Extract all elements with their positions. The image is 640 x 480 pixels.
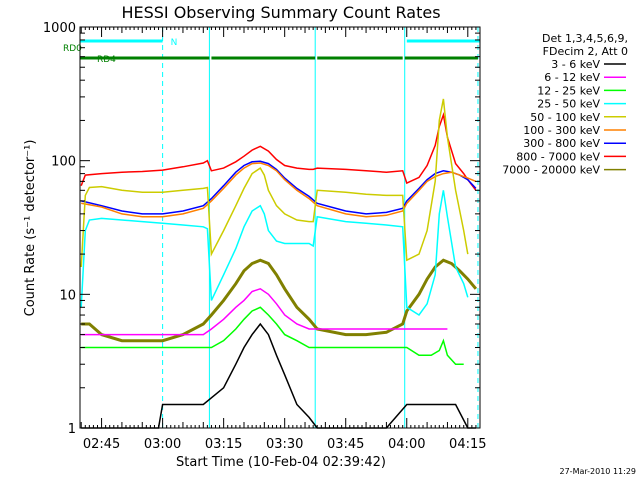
plot-area: RD0 N RD4	[63, 27, 480, 429]
x-tick-label: 02:45	[83, 437, 120, 452]
series-line-1	[81, 322, 476, 429]
annotation-label-rd0: RD0	[63, 44, 82, 54]
legend-label-4: 25 - 50 keV	[537, 98, 600, 111]
y-axis-label: Count Rate (s⁻¹ detector⁻¹)	[23, 140, 38, 317]
series-line-8	[80, 111, 477, 191]
y-tick-label: 10	[59, 288, 76, 303]
series-line-6	[81, 162, 477, 218]
legend-label-3: 12 - 25 keV	[537, 84, 600, 97]
y-tick-label: 1000	[43, 21, 76, 36]
x-axis: 02:45 03:00 03:15 03:30 03:45 04:00 04:15	[80, 27, 487, 452]
annotation-label-n: N	[171, 38, 178, 48]
x-tick-label: 04:00	[388, 437, 425, 452]
legend-header-line-2: FDecim 2, Att 0	[543, 45, 628, 58]
x-axis-label: Start Time (10-Feb-04 02:39:42)	[176, 455, 386, 470]
y-axis: 1 10 100 1000	[43, 21, 480, 437]
x-tick-label: 03:30	[266, 437, 303, 452]
legend-label-9: 7000 - 20000 keV	[502, 164, 600, 177]
y-tick-label: 1	[68, 422, 76, 437]
legend-label-5: 50 - 100 keV	[530, 111, 600, 124]
legend-label-6: 100 - 300 keV	[523, 124, 600, 137]
timestamp: 27-Mar-2010 11:29	[560, 467, 637, 476]
series-line-7	[81, 160, 477, 215]
plot-frame	[79, 26, 481, 429]
legend-label-7: 300 - 800 keV	[523, 137, 600, 150]
legend-label-2: 6 - 12 keV	[544, 71, 600, 84]
series-line-5	[80, 98, 469, 268]
legend-label-8: 800 - 7000 keV	[516, 150, 600, 163]
series-line-9	[81, 258, 478, 343]
series-line-3	[81, 306, 464, 365]
legend-header-line-1: Det 1,3,4,5,6,9,	[542, 32, 628, 45]
x-tick-label: 03:45	[327, 437, 364, 452]
x-tick-label: 04:15	[449, 437, 486, 452]
x-tick-label: 03:15	[205, 437, 242, 452]
legend: Det 1,3,4,5,6,9, FDecim 2, Att 0 3 - 6 k…	[502, 32, 628, 177]
chart-title: HESSI Observing Summary Count Rates	[121, 3, 440, 22]
legend-label-1: 3 - 6 keV	[551, 58, 600, 71]
y-tick-label: 100	[51, 155, 76, 170]
x-tick-label: 03:00	[144, 437, 181, 452]
annotation-label-rd4: RD4	[97, 55, 116, 65]
series-line-2	[81, 287, 448, 336]
series-line-4	[80, 190, 469, 317]
